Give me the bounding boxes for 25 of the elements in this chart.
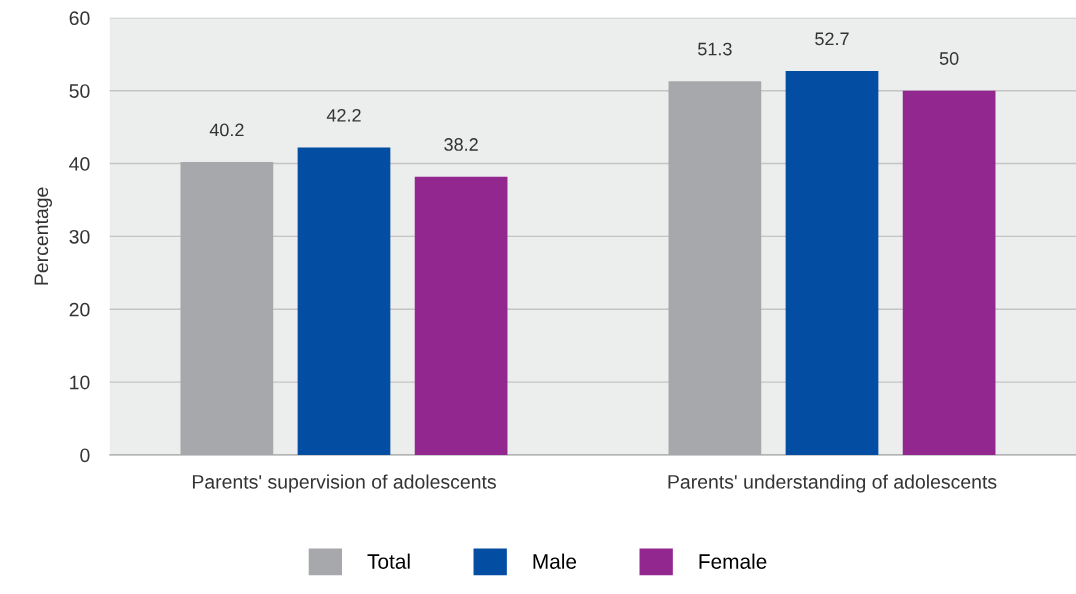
bar — [785, 71, 879, 455]
x-tick-label: Parents' supervision of adolescents — [192, 474, 496, 493]
bar — [668, 81, 762, 455]
x-tick-label: Parents' understanding of adolescents — [668, 474, 997, 493]
bar — [297, 147, 391, 455]
data-label: 38.2 — [444, 138, 478, 151]
y-axis-title: Percentage — [34, 187, 53, 285]
bar — [902, 90, 996, 455]
y-tick-label: 30 — [69, 229, 90, 244]
y-tick-label: 60 — [69, 11, 90, 26]
y-tick-label: 10 — [70, 375, 90, 390]
data-label: 40.2 — [209, 123, 244, 137]
data-label: 50 — [939, 52, 959, 65]
legend-label: Female — [699, 553, 767, 569]
data-label: 52.7 — [815, 32, 849, 46]
y-tick-label: 40 — [69, 157, 90, 171]
y-tick-label: 50 — [69, 84, 90, 98]
y-tick-label: 20 — [69, 302, 90, 317]
data-label: 51.3 — [698, 42, 732, 56]
bar — [414, 176, 508, 455]
legend-label: Total — [367, 553, 410, 569]
y-tick-label: 0 — [80, 448, 90, 463]
data-label: 42.2 — [326, 108, 361, 122]
legend-label: Male — [533, 553, 577, 569]
bar — [180, 162, 274, 455]
